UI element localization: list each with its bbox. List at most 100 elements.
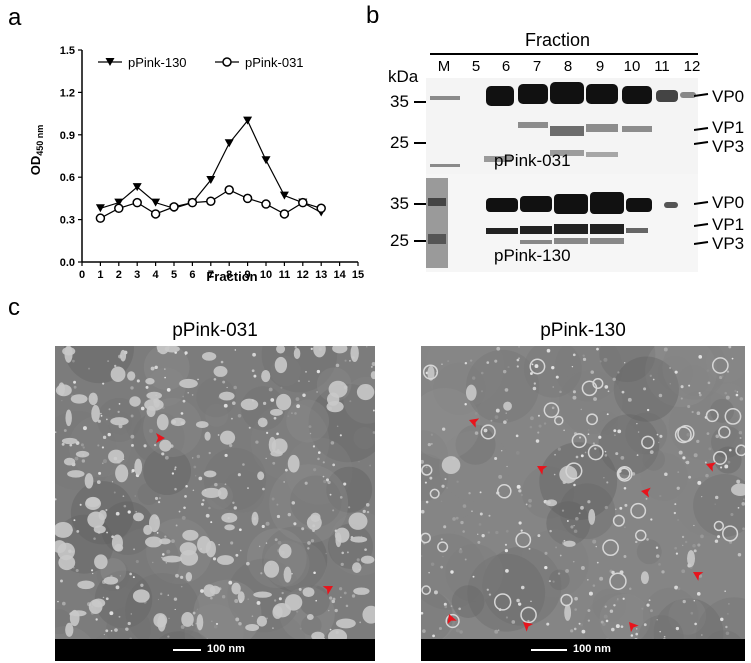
scalebar-right-label: 100 nm (573, 643, 611, 655)
blot2-band-vp0: VP0 (712, 193, 745, 212)
y-axis-label: OD450 nm (28, 125, 45, 176)
scalebar-left: 100 nm (55, 639, 375, 661)
red-arrow-icon (469, 418, 480, 428)
blot1-marker-35: 35 (390, 92, 409, 111)
legend-marker-pPink-130 (105, 58, 115, 66)
y-tick-label-3: 0.9 (60, 130, 75, 142)
point-pPink-130-9 (243, 116, 253, 125)
panel-letter-a: a (8, 4, 22, 31)
red-arrow-icon (641, 487, 651, 498)
red-arrow-icon (156, 433, 165, 443)
blot-header-fraction: Fraction (525, 30, 591, 50)
lane-label-12: 12 (683, 58, 701, 75)
point-pPink-130-11 (279, 191, 289, 200)
x-axis-label: Fraction (206, 269, 257, 284)
red-arrow-icon (629, 622, 639, 633)
em-image-ppink-130: 100 nm (421, 346, 745, 661)
x-tick-label-9: 9 (245, 269, 251, 281)
red-arrow-icon (322, 586, 333, 595)
point-pPink-130-7 (206, 176, 216, 185)
point-pPink-031-13 (316, 203, 326, 214)
blot-header-line (430, 53, 698, 55)
blot1-marker-35-tick (414, 101, 426, 103)
blot2-marker-35: 35 (390, 194, 409, 213)
lane-label-8: 8 (563, 58, 573, 75)
x-tick-label-7: 7 (208, 269, 214, 281)
point-pPink-031-9 (242, 193, 253, 204)
y-tick-label-2: 0.6 (60, 172, 75, 184)
blot1-name: pPink-031 (494, 151, 571, 170)
x-tick-label-8: 8 (226, 269, 232, 281)
blot-ppink-130-image (426, 174, 698, 272)
blot1-marker-25-tick (414, 142, 426, 144)
blot2-band-ticks (694, 201, 709, 245)
point-pPink-130-1 (95, 204, 105, 213)
point-pPink-031-8 (224, 185, 234, 195)
lane-label-7: 7 (532, 58, 542, 75)
x-tick-label-11: 11 (279, 269, 291, 281)
y-tick-label-1: 0.3 (60, 215, 75, 227)
legend-label-pPink-031: pPink-031 (245, 55, 304, 70)
point-pPink-031-2 (114, 203, 124, 214)
x-tick-label-3: 3 (134, 269, 140, 281)
lane-label-6: 6 (501, 58, 511, 75)
panel-letter-b: b (366, 2, 380, 29)
blot2-band-vp3: VP3 (712, 234, 745, 253)
y-axis-label-sub: 450 nm (35, 125, 45, 156)
lane-label-11: 11 (654, 58, 670, 75)
point-pPink-130-4 (151, 198, 161, 207)
red-arrow-icon (693, 572, 704, 581)
scalebar-right: 100 nm (421, 639, 745, 661)
red-arrow-icon (537, 466, 548, 475)
x-tick-label-10: 10 (260, 269, 272, 281)
blot2-band-vp1: VP1 (712, 215, 745, 234)
point-pPink-031-12 (298, 197, 308, 208)
point-pPink-130-8 (224, 139, 234, 148)
x-tick-label-0: 0 (79, 269, 85, 281)
blot1-band-vp3: VP3 (712, 137, 745, 156)
od-line-chart: 0 1 2 3 4 5 6 7 8 9 10 11 12 13 14 150.00.30.60.91.21.5… (28, 45, 364, 284)
em-left-title: pPink-031 (172, 320, 258, 341)
point-pPink-031-10 (261, 199, 271, 209)
point-pPink-031-1 (95, 213, 106, 223)
blot-ppink-130 (426, 174, 698, 272)
x-tick-label-13: 13 (315, 269, 327, 281)
x-tick-label-14: 14 (333, 269, 346, 281)
blot-ppink-031 (426, 78, 698, 182)
point-pPink-031-3 (132, 197, 142, 208)
blot2-marker-35-tick (414, 203, 426, 205)
lane-label-9: 9 (595, 58, 605, 75)
x-tick-label-5: 5 (171, 269, 177, 281)
legend-label-pPink-130: pPink-130 (128, 55, 187, 70)
x-tick-label-12: 12 (297, 269, 309, 281)
point-pPink-130-2 (114, 198, 124, 207)
blot1-band-vp0: VP0 (712, 87, 745, 106)
y-axis-label-main: OD (28, 156, 43, 176)
blot2-marker-25-tick (414, 240, 426, 242)
em-image-ppink-130-texture (421, 346, 745, 661)
x-tick-label-2: 2 (116, 269, 122, 281)
point-pPink-130-3 (132, 183, 142, 192)
x-tick-label-6: 6 (189, 269, 195, 281)
y-tick-label-5: 1.5 (60, 45, 75, 57)
blot1-band-vp1: VP1 (712, 118, 745, 137)
blot-ppink-031-image (426, 78, 698, 182)
x-tick-label-4: 4 (153, 269, 160, 281)
blot2-name: pPink-130 (494, 246, 571, 265)
panel-letter-c: c (8, 294, 20, 321)
blot2-marker-25: 25 (390, 231, 409, 250)
legend-marker-pPink-031 (222, 57, 232, 67)
em-right-title: pPink-130 (540, 320, 626, 341)
point-pPink-031-4 (150, 209, 161, 219)
scalebar-left-label: 100 nm (207, 643, 245, 655)
point-pPink-031-6 (187, 197, 198, 208)
em-image-ppink-031-texture (55, 346, 375, 661)
point-pPink-031-11 (279, 209, 290, 219)
x-tick-label-1: 1 (97, 269, 103, 281)
red-arrow-icon (447, 614, 457, 625)
scalebar-left-line (173, 649, 201, 651)
y-tick-label-4: 1.2 (60, 87, 75, 99)
red-arrow-icon (523, 622, 534, 632)
x-tick-label-15: 15 (352, 269, 364, 281)
point-pPink-031-7 (206, 196, 216, 206)
